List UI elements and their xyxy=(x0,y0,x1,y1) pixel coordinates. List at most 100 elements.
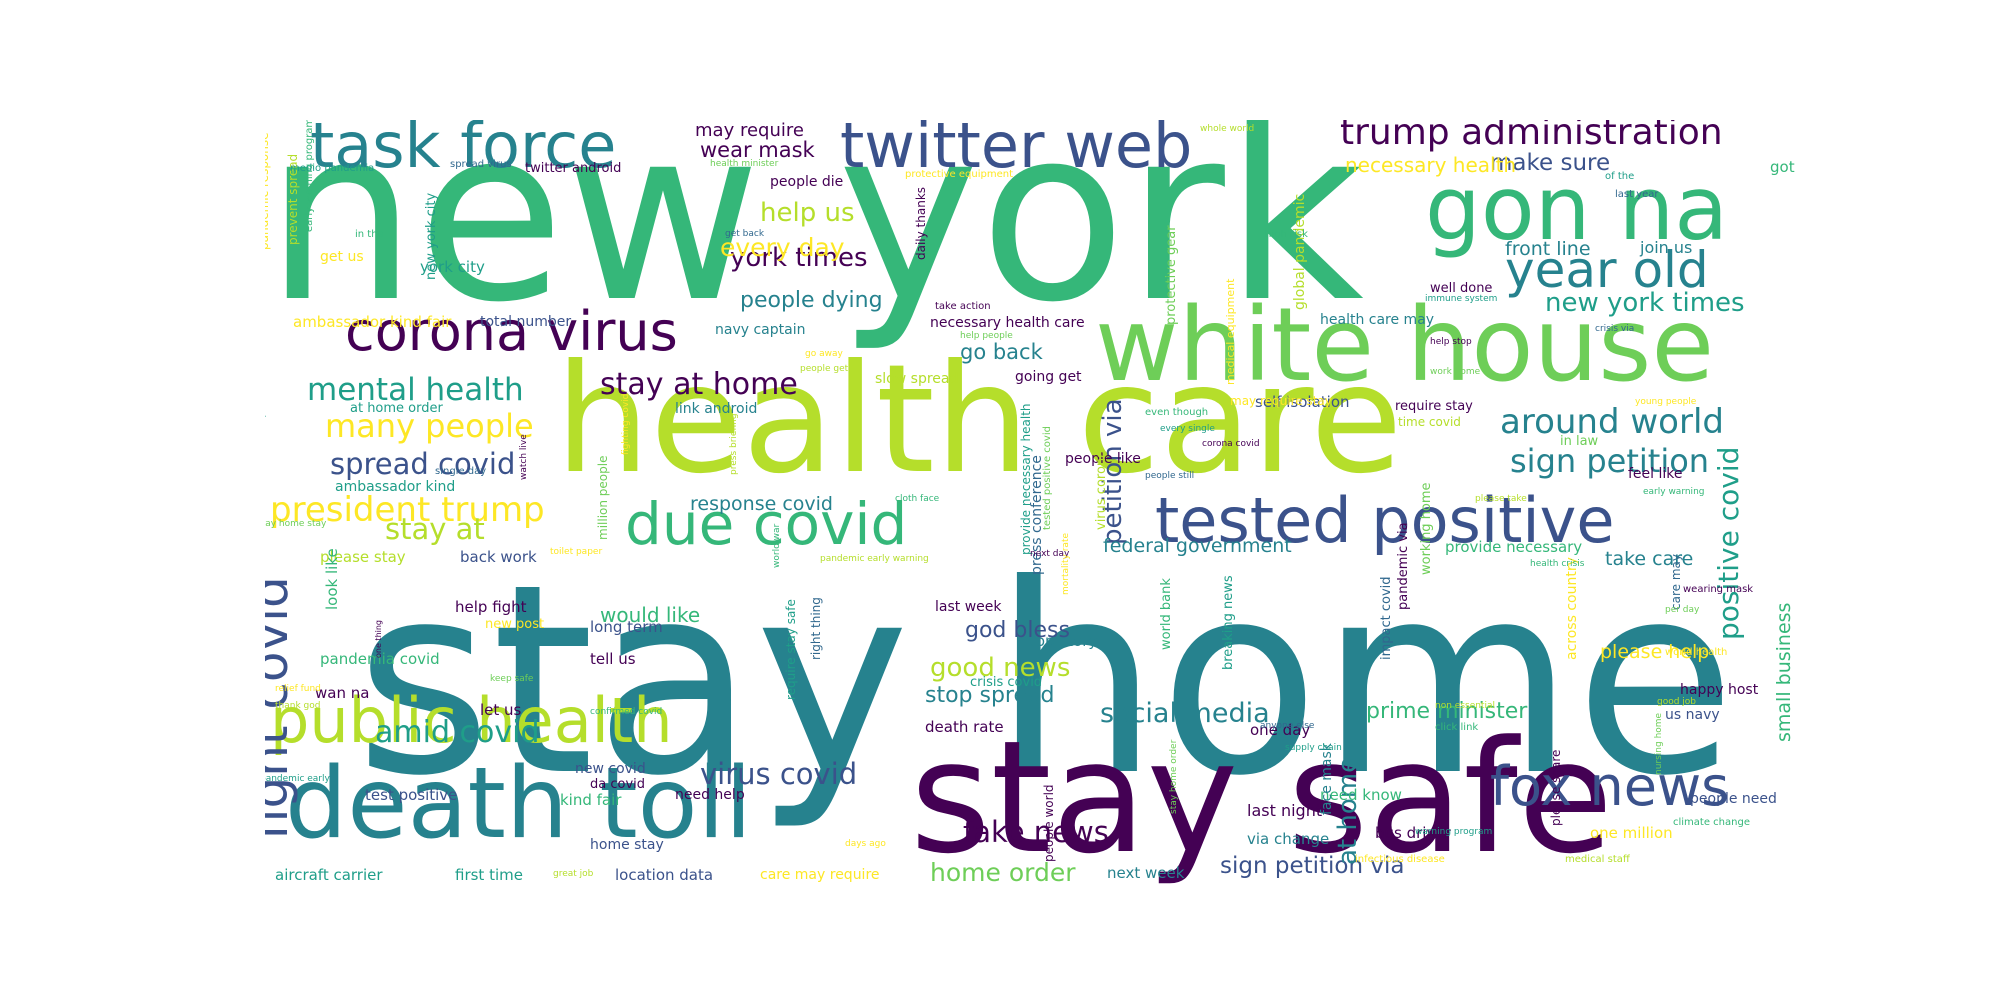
word-get-us: get us xyxy=(320,249,364,265)
word-total-number: total number xyxy=(480,314,572,330)
word-sign-petition: sign petition xyxy=(1510,442,1710,480)
word-kind-fair: kind fair xyxy=(560,791,622,809)
word-mortality-rate: mortality rate xyxy=(1061,532,1071,595)
word-supply-chain: supply chain xyxy=(1285,743,1342,753)
word-gon-na: gon na xyxy=(1425,157,1729,260)
word-require-stay: require stay xyxy=(1395,399,1473,414)
word-may-require: may require xyxy=(695,120,804,141)
word-mental-health: mental health xyxy=(307,372,524,408)
word-world-war: world war xyxy=(772,523,782,568)
word-stay-safe: stay safe xyxy=(910,707,1614,888)
word-top-story: top story xyxy=(1030,632,1098,650)
word-protective-gear: protective gear xyxy=(1164,225,1179,325)
word-people-world: people world xyxy=(1042,784,1056,862)
word-high-risk: high risk xyxy=(1265,229,1308,240)
word-would-like: would like xyxy=(600,603,701,627)
word-fighting-covid: fighting covid xyxy=(621,393,631,455)
word-please-take: please take xyxy=(1475,494,1527,504)
word-da-covid: da covid xyxy=(590,777,646,792)
word-trump-administration: trump administration xyxy=(1340,120,1723,153)
word-cloud: new york stay home health care stay safe dea… xyxy=(265,120,1795,890)
word-corona-virus: corona virus xyxy=(345,300,678,363)
word-wan-na: wan na xyxy=(315,684,370,702)
word-work-home: work home xyxy=(1430,367,1481,377)
word-get-back: get back xyxy=(725,229,765,239)
word-one-day: one day xyxy=(1250,721,1311,739)
word-let-us: let us xyxy=(480,701,522,719)
word-tested-positive: tested positive xyxy=(1155,484,1615,557)
word-people-get: people get xyxy=(800,364,849,374)
word-virus-covid: virus covid xyxy=(700,757,858,791)
word-health-crisis: health crisis xyxy=(1530,559,1585,569)
word-days-ago: days ago xyxy=(845,839,886,849)
word-via-change: via change xyxy=(1247,830,1330,848)
word-next-week: next week xyxy=(1107,864,1185,882)
word-go-back: go back xyxy=(960,340,1043,364)
word-stay-at-home: stay at home xyxy=(600,367,798,402)
word-one-million: one million xyxy=(1590,824,1673,842)
word-self-isolation: self isolation xyxy=(1255,393,1350,411)
word-please-stay: please stay xyxy=(320,548,406,566)
word-toilet-paper: toilet paper xyxy=(550,547,603,557)
word-spread-covid: spread covid xyxy=(330,447,516,481)
word-require-stay-safe: require stay safe xyxy=(784,599,798,700)
word-warning-program: warning program xyxy=(1415,827,1493,837)
word-time-covid: time covid xyxy=(1398,415,1461,429)
word-face-mask: face mask xyxy=(1319,743,1335,815)
word-stay-at: stay at xyxy=(385,512,485,546)
word-world-bank: world bank xyxy=(1159,578,1174,650)
word-ambassador-kind: ambassador kind xyxy=(335,479,456,495)
word-new-york: new york xyxy=(265,120,1364,355)
word-spread-virus: spread virus xyxy=(450,159,512,170)
word-crisis-via: crisis via xyxy=(1595,324,1635,334)
word-need-help: need help xyxy=(675,787,745,803)
word-breaking-news: breaking news xyxy=(1221,575,1236,670)
word-per-day: per day xyxy=(1665,605,1700,615)
word-president-trump: president trump xyxy=(270,490,545,530)
word-around-world: around world xyxy=(1500,402,1724,442)
word-keep-safe: keep safe xyxy=(490,674,534,684)
word-twitter-android: twitter android xyxy=(525,161,622,176)
word-people-need: people need xyxy=(1690,791,1777,807)
word-pandemic-early: pandemic early xyxy=(265,774,330,784)
word-help-us: help us xyxy=(760,198,855,228)
word-social-media: social media xyxy=(1100,698,1270,729)
word-going-get: going get xyxy=(1015,369,1082,385)
word-necessary-health-care: necessary health care xyxy=(930,315,1085,331)
word-slow-spread: slow spread xyxy=(875,371,959,387)
word-crisis-covid: crisis covid xyxy=(970,675,1043,690)
word-help-stop: help stop xyxy=(1430,337,1472,347)
word-anyone-else: anyone else xyxy=(1260,721,1315,731)
word-test-positive: test positive xyxy=(365,786,458,804)
word-new-york-times: new york times xyxy=(1545,288,1745,318)
word-impact-covid: impact covid xyxy=(1379,576,1394,660)
word-climate-change: climate change xyxy=(1673,817,1750,828)
word-stay-home: stay home xyxy=(355,528,1736,833)
word-make-sure: make sure xyxy=(1490,150,1611,176)
word-home-stay-safe: home stay safe xyxy=(265,393,266,455)
word-amid-covid: amid covid xyxy=(375,715,540,750)
word-white-house: white house xyxy=(1095,286,1715,405)
word-every-single: every single xyxy=(1160,424,1215,434)
word-relief-fund: relief fund xyxy=(275,684,321,694)
word-thank-god: thank god xyxy=(275,701,321,711)
word-take-action: take action xyxy=(935,301,991,312)
word-people-like: people like xyxy=(1065,451,1141,467)
word-right-thing: right thing xyxy=(809,597,823,660)
word-pandemic-early-warning: pandemic early warning xyxy=(820,554,929,564)
word-last-year: last year xyxy=(1615,189,1659,200)
word-response-covid: response covid xyxy=(690,493,833,515)
word-go-away: go away xyxy=(805,349,843,359)
word-need-know: need know xyxy=(1320,786,1402,804)
word-tested-positive-covid: tested positive covid xyxy=(1042,426,1053,530)
word-fox-news: fox news xyxy=(1490,755,1730,818)
word-take-care: take care xyxy=(1605,548,1694,570)
word-death-toll: death toll xyxy=(285,747,753,861)
word-wear-mask: wear mask xyxy=(700,138,815,162)
word-wearing-mask: wearing mask xyxy=(1683,584,1754,595)
word-provide-necessary: provide necessary xyxy=(1445,538,1583,556)
word-long-term: long term xyxy=(590,618,663,636)
word-last-week: last week xyxy=(935,599,1002,615)
word-pandemic-response: pandemic response xyxy=(265,132,271,250)
word-great-job: great job xyxy=(553,869,594,879)
